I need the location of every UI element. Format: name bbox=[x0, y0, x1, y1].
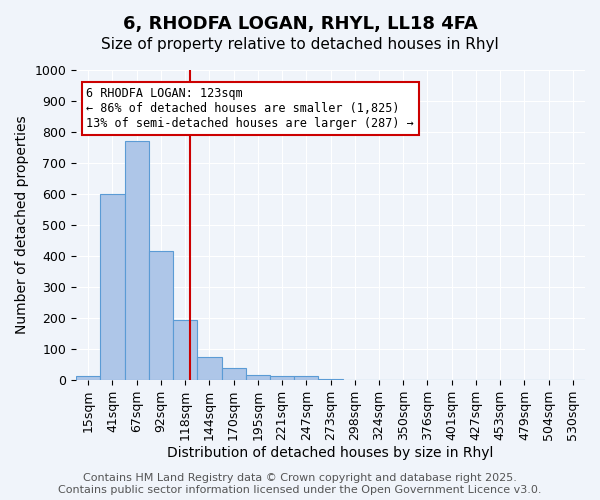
Bar bbox=[221, 368, 246, 380]
Bar bbox=[246, 374, 270, 380]
Text: Size of property relative to detached houses in Rhyl: Size of property relative to detached ho… bbox=[101, 38, 499, 52]
Bar bbox=[76, 376, 100, 380]
Bar bbox=[100, 194, 125, 380]
Bar bbox=[319, 378, 343, 380]
X-axis label: Distribution of detached houses by size in Rhyl: Distribution of detached houses by size … bbox=[167, 446, 494, 460]
Y-axis label: Number of detached properties: Number of detached properties bbox=[15, 116, 29, 334]
Text: 6, RHODFA LOGAN, RHYL, LL18 4FA: 6, RHODFA LOGAN, RHYL, LL18 4FA bbox=[122, 15, 478, 33]
Bar bbox=[294, 376, 319, 380]
Bar bbox=[173, 320, 197, 380]
Bar bbox=[149, 252, 173, 380]
Bar bbox=[197, 357, 221, 380]
Bar bbox=[125, 142, 149, 380]
Bar bbox=[270, 376, 294, 380]
Text: 6 RHODFA LOGAN: 123sqm
← 86% of detached houses are smaller (1,825)
13% of semi-: 6 RHODFA LOGAN: 123sqm ← 86% of detached… bbox=[86, 87, 414, 130]
Text: Contains HM Land Registry data © Crown copyright and database right 2025.
Contai: Contains HM Land Registry data © Crown c… bbox=[58, 474, 542, 495]
